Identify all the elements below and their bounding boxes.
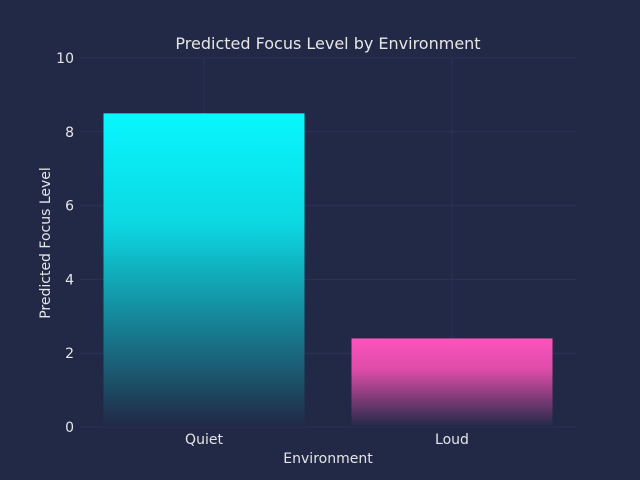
y-tick-label: 4 [65, 272, 74, 288]
bar-quiet [103, 113, 305, 427]
x-axis-label: Environment [283, 451, 373, 467]
y-axis-label: Predicted Focus Level [38, 167, 54, 319]
y-tick-label: 0 [65, 420, 74, 436]
bars [103, 113, 553, 427]
x-tick-label: Loud [435, 432, 469, 448]
y-tick-label: 2 [65, 346, 74, 362]
x-tick-label: Quiet [185, 432, 223, 448]
bar-loud [351, 338, 553, 427]
y-tick-label: 6 [65, 199, 74, 215]
y-tick-label: 8 [65, 125, 74, 141]
ticks: 0 2 4 6 8 10 Quiet Loud [56, 51, 469, 448]
chart-title: Predicted Focus Level by Environment [175, 34, 480, 53]
y-tick-label: 10 [56, 51, 74, 67]
